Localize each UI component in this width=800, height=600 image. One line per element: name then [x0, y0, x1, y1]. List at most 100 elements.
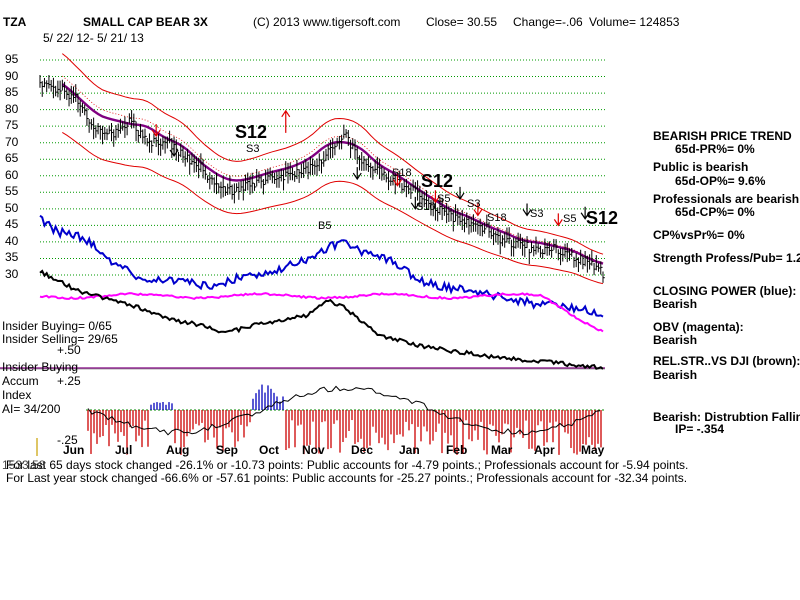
- signal-s10: S10: [416, 201, 436, 213]
- distribution-title: Bearish: Distrubtion Falling: [653, 410, 800, 424]
- sell-arrow: [410, 196, 420, 210]
- price-tick-label: 85: [5, 85, 19, 100]
- price-tick-label: 50: [5, 200, 19, 215]
- price-tick-label: 90: [5, 68, 19, 83]
- month-label: Nov: [302, 443, 325, 457]
- price-bands: [61, 53, 604, 285]
- professionals-title: Professionals are bearish: [653, 192, 800, 206]
- price-tick-label: 60: [5, 167, 19, 182]
- obv-path: [39, 292, 604, 333]
- month-label: Dec: [351, 443, 374, 457]
- relstr-title: REL.STR..VS DJI (brown):: [653, 354, 800, 368]
- cp-vs-pr: CP%vsPr%= 0%: [653, 228, 745, 242]
- sell-arrow: [430, 190, 440, 204]
- date-range: 5/ 22/ 12- 5/ 21/ 13: [43, 31, 144, 45]
- close-value: Close= 30.55: [426, 15, 498, 29]
- closing-power-line: [39, 214, 604, 318]
- copyright: (C) 2013 www.tigersoft.com: [253, 15, 401, 29]
- signal-s3-3: S3: [530, 208, 544, 220]
- sell-arrow: [473, 203, 483, 217]
- signal-s5-1: S5: [437, 193, 451, 205]
- public-title: Public is bearish: [653, 160, 749, 174]
- price-tick-label: 55: [5, 184, 19, 199]
- signal-s12-2: S12: [421, 171, 454, 191]
- obv-title: OBV (magenta):: [653, 320, 744, 334]
- bearish-price-trend-title: BEARISH PRICE TREND: [653, 129, 792, 143]
- index-label: Index: [2, 388, 32, 402]
- obv-value: Bearish: [653, 333, 698, 347]
- closing-power-title: CLOSING POWER (blue):: [653, 284, 797, 298]
- sell-arrow: [553, 213, 563, 227]
- price-tick-label: 75: [5, 118, 19, 133]
- accum-moving-average: [87, 385, 601, 436]
- lower-panels: [0, 367, 605, 456]
- accum-label: Accum: [2, 374, 39, 388]
- obv-line: [39, 292, 604, 333]
- footer-line-1: For last 65 days stock changed -26.1% or…: [6, 458, 689, 472]
- price-tick-label: 80: [5, 101, 19, 116]
- relative-strength-line: [39, 269, 604, 370]
- relstr-value: Bearish: [653, 368, 698, 382]
- month-label: Jun: [63, 443, 85, 457]
- sell-arrow: [169, 143, 179, 158]
- price-tick-label: 65: [5, 151, 19, 166]
- moving-average-line: [61, 83, 604, 265]
- sell-arrow: [455, 186, 465, 201]
- insider-buying-count: Insider Buying= 0/65: [2, 319, 112, 333]
- price-bars: [39, 74, 605, 283]
- signal-s12-3: S12: [586, 208, 619, 228]
- sell-arrow: [352, 167, 362, 181]
- price-tick-label: 30: [5, 267, 19, 281]
- signal-s18-2: S18: [487, 212, 507, 224]
- signal-arrows: [151, 109, 590, 227]
- month-label: Jul: [115, 443, 133, 457]
- signal-s3-2: S3: [467, 198, 481, 210]
- inner-band: [62, 75, 604, 263]
- month-label: Oct: [259, 443, 280, 457]
- month-label: Mar: [491, 443, 513, 457]
- accum-plus50: +.50: [57, 343, 81, 357]
- accumulation-index: [87, 384, 602, 455]
- volume-value: Volume= 124853: [589, 15, 680, 29]
- strength-ratio: Strength Profess/Pub= 1.2: [653, 251, 800, 265]
- signal-s18-1: S18: [392, 167, 412, 179]
- price-grid: [40, 59, 605, 276]
- month-label: Feb: [446, 443, 468, 457]
- footer-line-2: For Last year stock changed -66.6% or -5…: [6, 471, 688, 485]
- price-tick-label: 70: [5, 134, 19, 149]
- sell-arrow: [392, 173, 402, 187]
- footer-prefix: 1533.58: [2, 458, 46, 472]
- price-tick-label: 95: [5, 52, 19, 66]
- stock-name: SMALL CAP BEAR 3X: [83, 15, 208, 29]
- insider-selling-count: Insider Selling= 29/65: [2, 332, 118, 346]
- distribution-value: IP= -.354: [675, 422, 725, 436]
- upper-band: [61, 53, 604, 255]
- month-label: Aug: [166, 443, 190, 457]
- public-value: 65d-OP%= 9.6%: [675, 174, 766, 188]
- ai-value: AI= 34/200: [2, 402, 61, 416]
- insider-buying-label: Insider Buying: [2, 360, 79, 374]
- ticker: TZA: [3, 15, 27, 29]
- month-label: Sep: [216, 443, 239, 457]
- month-label: May: [581, 443, 605, 457]
- month-label: Jan: [399, 443, 420, 457]
- change-value: Change=-.06: [513, 15, 583, 29]
- buy-arrow: [281, 109, 291, 133]
- bearish-price-trend-value: 65d-PR%= 0%: [675, 142, 755, 156]
- relative-strength: [39, 269, 604, 370]
- closing-power: [39, 214, 604, 318]
- closing-power-value: Bearish: [653, 297, 698, 311]
- sell-arrow: [580, 206, 590, 220]
- month-label: Apr: [534, 443, 555, 457]
- signal-s3-1: S3: [246, 143, 260, 155]
- professionals-value: 65d-CP%= 0%: [675, 205, 755, 219]
- price-tick-label: 45: [5, 217, 19, 232]
- signal-s5-2: S5: [563, 213, 577, 225]
- price-tick-label: 40: [5, 233, 19, 248]
- lower-band: [62, 131, 604, 285]
- sell-arrow: [522, 203, 532, 217]
- accum-minus25: -.25: [57, 433, 78, 447]
- signal-b5: B5: [318, 220, 332, 232]
- signal-s12-1: S12: [235, 122, 268, 142]
